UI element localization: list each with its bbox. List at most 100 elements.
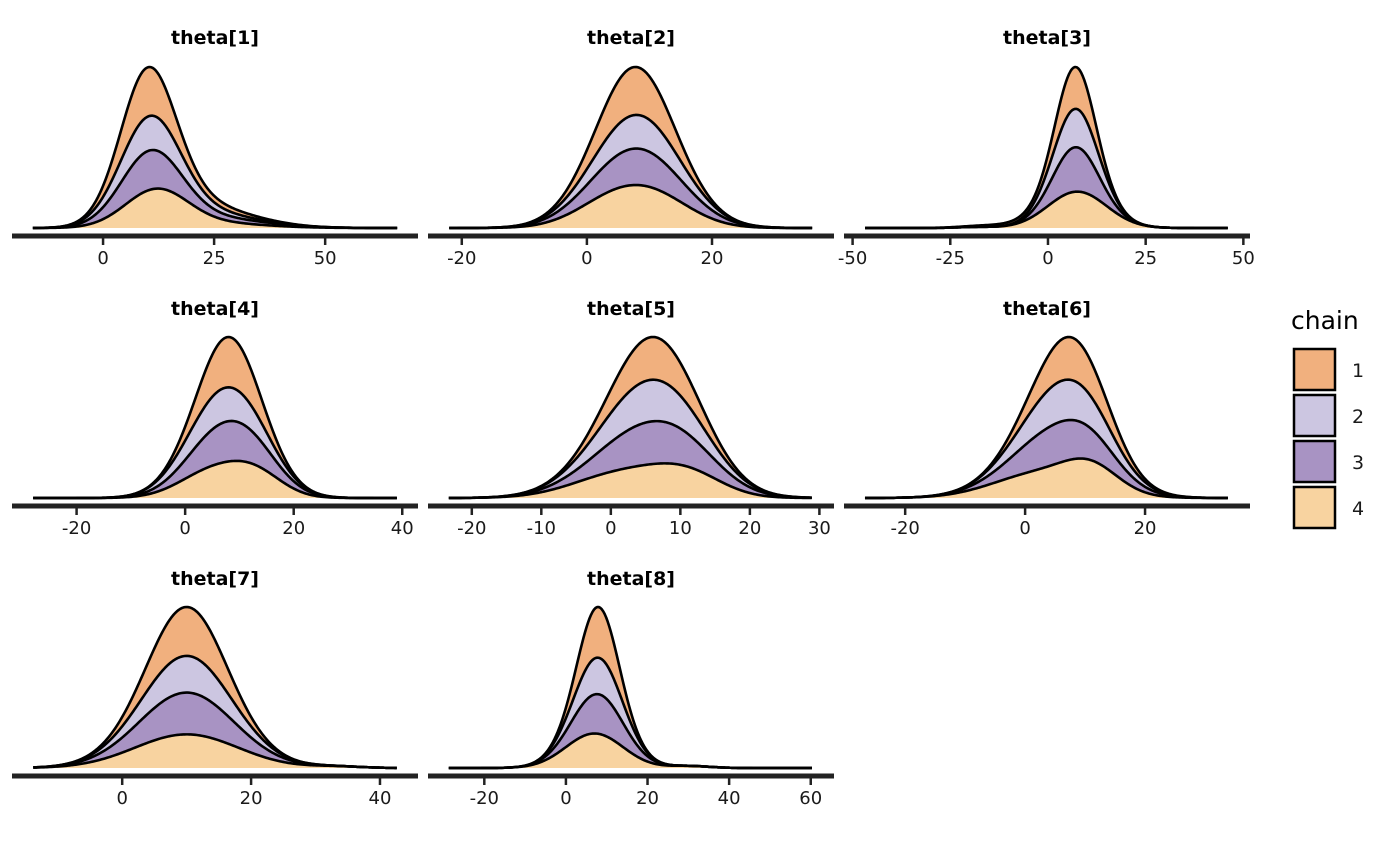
x-tick-label: 25 [203, 248, 226, 269]
density-fills [865, 67, 1228, 228]
x-tick-label: 0 [581, 248, 592, 269]
panel-title: theta[5] [587, 298, 675, 320]
x-tick-label: 60 [799, 788, 822, 809]
legend-label: 1 [1352, 360, 1364, 382]
density-area-chain-1 [449, 67, 813, 228]
panel-title: theta[4] [171, 298, 259, 320]
x-tick-label: 30 [808, 518, 831, 539]
x-tick-label: 40 [369, 788, 392, 809]
x-tick-label: 0 [179, 518, 190, 539]
facet-panels: theta[1] 0 25 50 theta[2] -20 0 20 theta[3] -50 -2… [12, 27, 1255, 809]
density-area-chain-2 [33, 655, 397, 768]
density-fills [33, 607, 397, 768]
density-area-chain-2 [864, 379, 1228, 498]
x-tick-label: 20 [701, 248, 724, 269]
x-tick-label: 0 [116, 788, 127, 809]
x-tick-label: 50 [1232, 248, 1255, 269]
density-area-chain-4 [32, 188, 398, 228]
panel-theta-5: theta[5] -20 -10 0 10 20 30 [428, 298, 834, 539]
legend-swatch [1292, 439, 1337, 484]
x-tick-label: -20 [470, 788, 499, 809]
x-tick-label: 0 [560, 788, 571, 809]
x-tick-label: 0 [605, 518, 616, 539]
density-fills [32, 67, 398, 228]
x-tick-label: -20 [890, 518, 919, 539]
panel-title: theta[1] [171, 27, 259, 49]
density-area-chain-4 [449, 185, 813, 228]
panel-title: theta[6] [1003, 298, 1091, 320]
density-area-chain-1 [864, 337, 1228, 498]
panel-title: theta[2] [587, 27, 675, 49]
density-outlines [33, 605, 397, 770]
density-fills [33, 337, 397, 498]
density-area-chain-3 [448, 421, 812, 498]
panel-theta-2: theta[2] -20 0 20 [428, 27, 834, 269]
density-fills [448, 337, 812, 498]
density-area-chain-4 [33, 460, 397, 498]
density-area-chain-2 [449, 114, 813, 228]
density-outlines [449, 65, 813, 230]
x-tick-label: 25 [1134, 248, 1157, 269]
density-line-chain-4 [33, 459, 397, 500]
density-fills [864, 337, 1228, 498]
x-tick-label: 0 [97, 248, 108, 269]
density-line-chain-4 [865, 190, 1228, 230]
density-area-chain-1 [448, 337, 812, 498]
density-outlines [33, 335, 397, 500]
density-fills [449, 67, 813, 228]
density-line-chain-4 [448, 462, 812, 500]
legend-title: chain [1291, 306, 1359, 335]
density-outlines [448, 335, 812, 500]
panel-title: theta[3] [1003, 27, 1091, 49]
density-area-chain-3 [33, 692, 397, 768]
x-tick-label: 0 [1019, 518, 1030, 539]
panel-theta-3: theta[3] -50 -25 0 25 50 [838, 27, 1255, 269]
density-outlines [448, 605, 812, 770]
x-tick-label: -20 [457, 518, 486, 539]
legend-item-chain-1: 1 [1292, 347, 1364, 392]
x-tick-label: -50 [838, 248, 867, 269]
density-area-chain-3 [33, 420, 397, 498]
panel-theta-6: theta[6] -20 0 20 [844, 298, 1250, 539]
density-outlines [32, 65, 398, 230]
legend-item-chain-2: 2 [1292, 393, 1364, 438]
density-line-chain-4 [449, 183, 813, 230]
panel-title: theta[8] [587, 568, 675, 590]
density-area-chain-4 [33, 734, 397, 768]
x-tick-label: -25 [936, 248, 965, 269]
density-line-chain-4 [864, 457, 1228, 500]
density-line-chain-4 [32, 187, 398, 230]
density-area-chain-2 [32, 115, 398, 228]
density-outlines [865, 65, 1228, 230]
density-line-chain-4 [448, 732, 812, 770]
x-tick-label: 20 [738, 518, 761, 539]
panel-theta-4: theta[4] -20 0 20 40 [12, 298, 418, 539]
legend-item-chain-3: 3 [1292, 439, 1364, 484]
x-tick-label: -20 [447, 248, 476, 269]
x-tick-label: -10 [527, 518, 556, 539]
x-tick-label: 20 [636, 788, 659, 809]
density-area-chain-3 [32, 150, 398, 228]
x-tick-label: 20 [282, 518, 305, 539]
x-tick-label: 10 [669, 518, 692, 539]
density-area-chain-4 [865, 191, 1228, 228]
density-area-chain-2 [448, 379, 812, 498]
density-area-chain-3 [449, 148, 813, 228]
x-tick-label: 20 [1134, 518, 1157, 539]
density-area-chain-4 [448, 733, 812, 768]
density-line-chain-4 [33, 733, 397, 770]
density-outlines [864, 335, 1228, 500]
density-area-chain-4 [448, 463, 812, 498]
density-area-chain-4 [864, 458, 1228, 498]
panel-theta-8: theta[8] -20 0 20 40 60 [428, 568, 834, 809]
x-tick-label: 20 [240, 788, 263, 809]
density-area-chain-3 [864, 420, 1228, 498]
legend-swatch [1292, 485, 1337, 530]
x-tick-label: -20 [62, 518, 91, 539]
density-area-chain-2 [33, 387, 397, 498]
legend-swatch [1292, 347, 1337, 392]
panel-theta-1: theta[1] 0 25 50 [12, 27, 418, 269]
legend-swatch [1292, 393, 1337, 438]
x-tick-label: 40 [718, 788, 741, 809]
density-area-chain-1 [33, 337, 397, 498]
